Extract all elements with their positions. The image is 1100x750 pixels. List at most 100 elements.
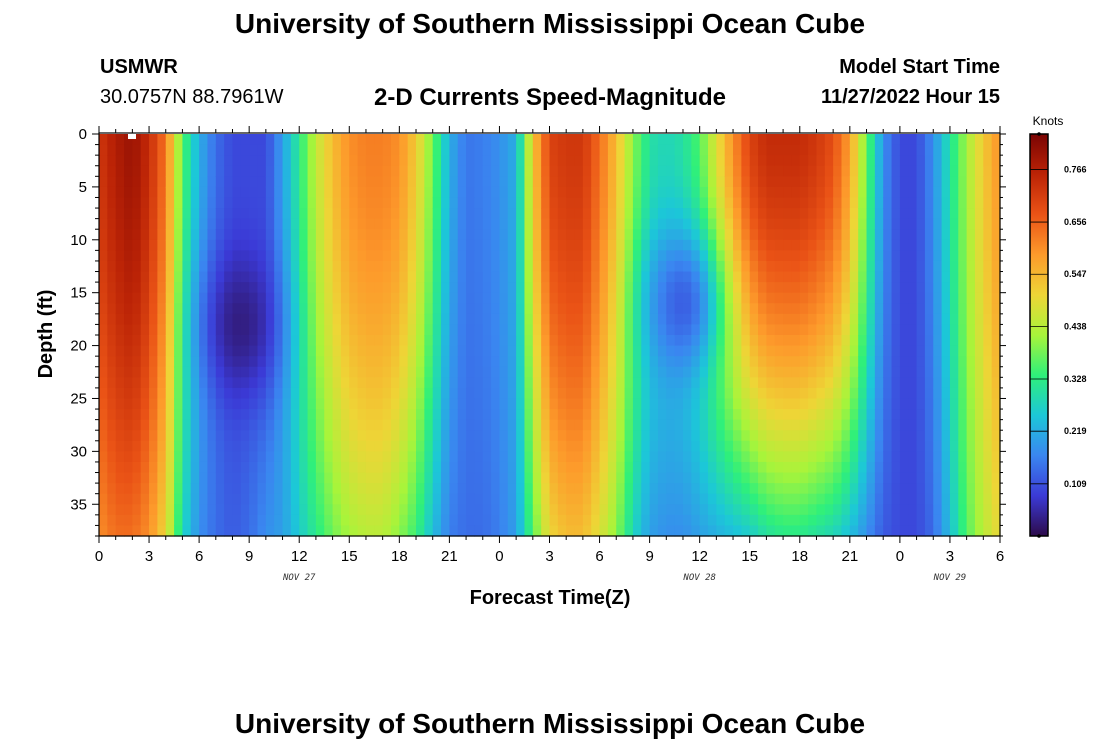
heatmap-cell [115,176,125,188]
heatmap-cell [524,250,534,262]
heatmap-cell [532,208,542,220]
heatmap-cell [908,451,918,463]
heatmap-cell [591,260,601,273]
heatmap-cell [924,313,934,326]
heatmap-cell [466,335,476,347]
heatmap-cell [841,409,851,421]
heatmap-cell [140,260,150,273]
heatmap-cell [524,504,534,516]
heatmap-cell [390,134,400,146]
heatmap-cell [741,324,751,336]
heatmap-cell [924,398,934,410]
heatmap-cell [382,335,392,347]
heatmap-cell [416,271,425,283]
heatmap-cell [374,366,384,378]
heatmap-cell [249,303,259,315]
heatmap-cell [541,197,551,209]
heatmap-cell [290,134,300,146]
heatmap-cell [866,218,876,230]
heatmap-cell [190,208,200,220]
heatmap-cell [949,229,959,241]
heatmap-cell [966,483,976,495]
heatmap-cell [549,419,559,431]
heatmap-cell [215,409,225,421]
heatmap-cell [641,430,651,442]
heatmap-cell [607,430,617,442]
heatmap-cell [574,239,584,251]
heatmap-cell [174,292,184,304]
heatmap-cell [708,451,717,463]
heatmap-cell [532,409,542,421]
heatmap-cell [991,483,1001,495]
heatmap-cell [290,208,300,220]
heatmap-cell [140,218,150,230]
heatmap-cell [390,239,400,251]
heatmap-cell [165,345,175,357]
heatmap-cell [265,292,275,304]
heatmap-cell [132,525,142,537]
heatmap-cell [749,451,759,463]
heatmap-cell [315,218,325,230]
heatmap-cell [365,419,375,431]
heatmap-cell [374,419,384,431]
heatmap-cell [416,208,425,220]
heatmap-cell [399,282,409,294]
heatmap-cell [374,239,384,251]
heatmap-cell [282,292,292,304]
heatmap-cell [591,155,601,167]
heatmap-cell [574,155,584,167]
heatmap-cell [733,218,742,230]
heatmap-cell [541,292,551,304]
heatmap-cell [641,208,651,220]
heatmap-cell [499,409,509,421]
heatmap-cell [949,176,959,188]
heatmap-cell [874,229,884,241]
heatmap-cell [357,377,367,389]
heatmap-cell [566,303,576,315]
heatmap-cell [582,250,592,262]
heatmap-cell [491,176,501,188]
heatmap-cell [507,356,517,368]
heatmap-cell [816,335,826,347]
heatmap-cell [399,409,409,421]
heatmap-cell [933,356,943,368]
heatmap-cell [599,313,609,326]
heatmap-cell [140,356,150,368]
heatmap-cell [649,419,659,431]
heatmap-cell [933,134,943,146]
heatmap-cell [724,250,734,262]
heatmap-cell [457,134,467,146]
heatmap-cell [115,419,125,431]
heatmap-cell [916,377,926,389]
heatmap-cell [716,398,726,410]
heatmap-cell [499,493,509,505]
heatmap-cell [599,419,609,431]
heatmap-cell [257,451,267,463]
heatmap-cell [958,303,968,315]
heatmap-cell [190,134,200,146]
heatmap-cell [874,409,884,421]
heatmap-cell [841,176,851,188]
heatmap-cell [232,377,242,389]
heatmap-cell [240,440,250,452]
heatmap-cell [390,324,400,336]
heatmap-cell [374,208,384,220]
heatmap-cell [641,335,651,347]
heatmap-cell [441,239,450,251]
heatmap-cell [916,483,926,495]
heatmap-cell [199,451,209,463]
heatmap-cell [365,303,375,315]
heatmap-cell [941,282,951,294]
heatmap-cell [682,303,692,315]
heatmap-cell [566,345,576,357]
heatmap-cell [758,144,767,156]
heatmap-cell [599,229,609,241]
heatmap-cell [390,398,400,410]
heatmap-cell [340,493,350,505]
heatmap-cell [265,155,275,167]
heatmap-cell [933,155,943,167]
heatmap-cell [833,440,843,452]
heatmap-cell [507,239,517,251]
heatmap-cell [307,144,317,156]
heatmap-cell [616,186,626,199]
